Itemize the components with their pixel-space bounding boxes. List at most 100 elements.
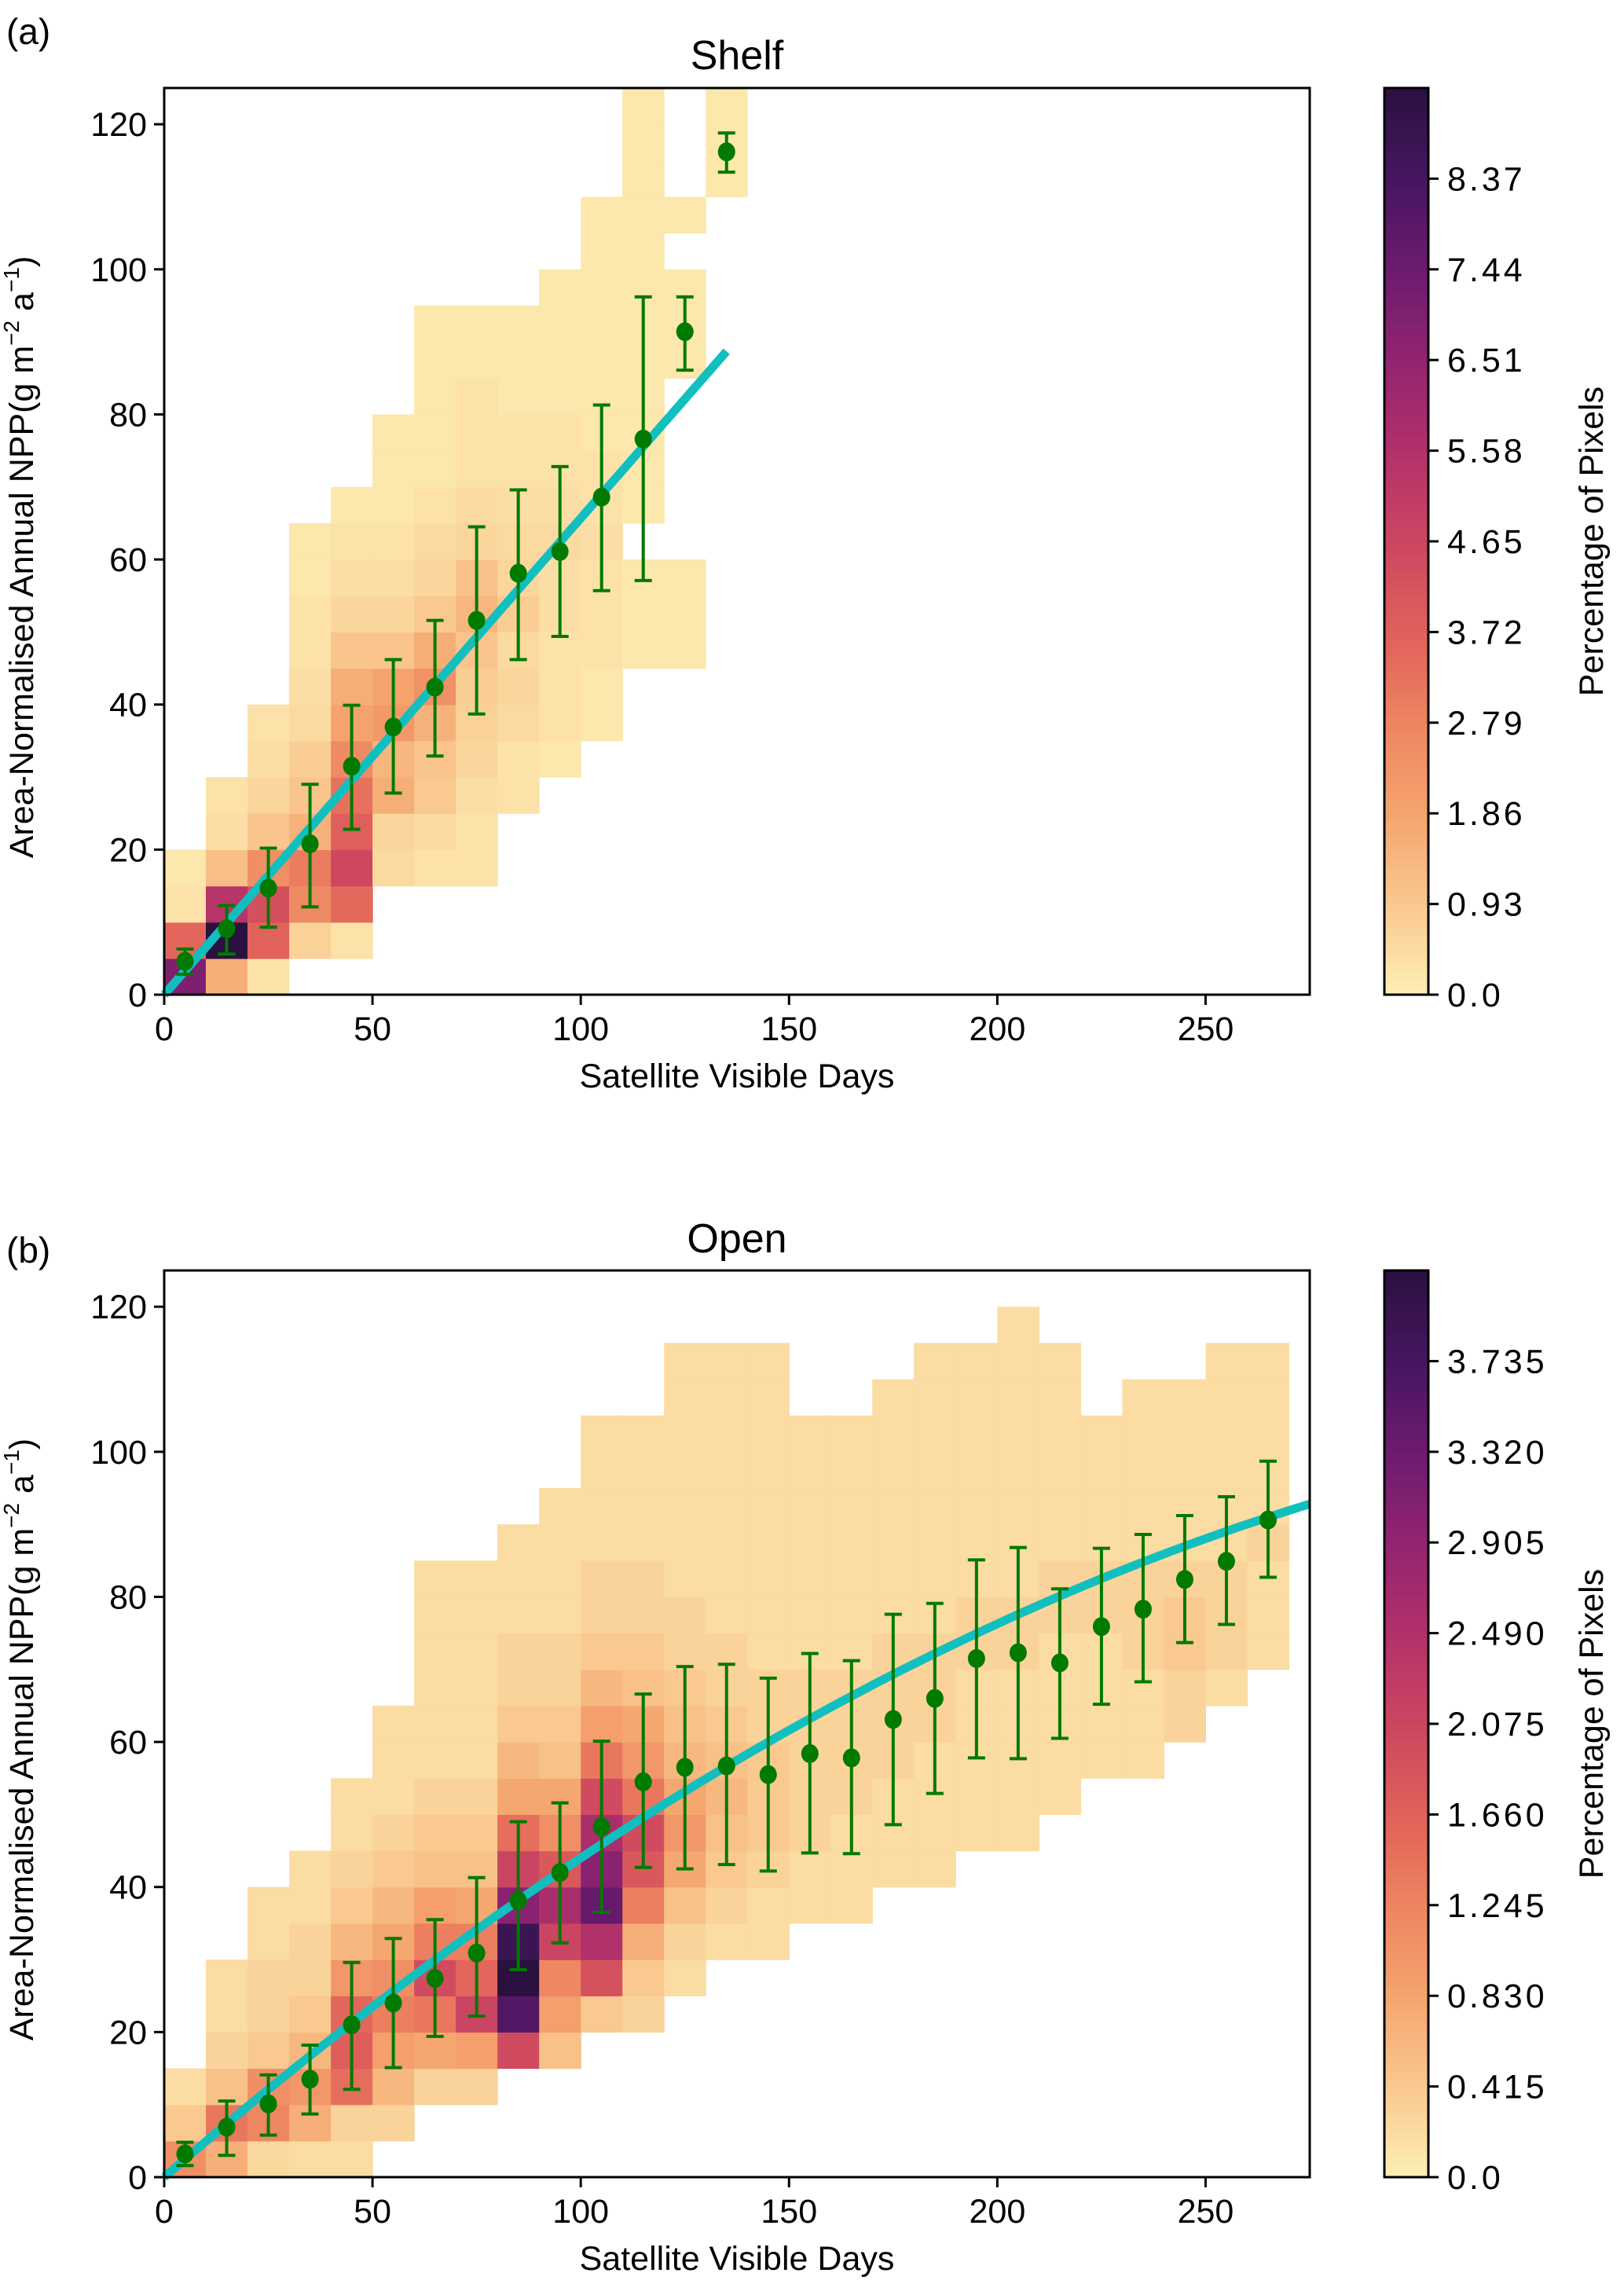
heatmap-cell xyxy=(289,559,332,596)
colorbar-segment xyxy=(1384,881,1428,890)
colorbar-segment xyxy=(1384,1829,1428,1838)
heatmap-cell xyxy=(914,1488,956,1525)
colorbar-segment xyxy=(1384,412,1428,421)
heatmap-cell xyxy=(789,1451,831,1489)
mean-point xyxy=(467,525,486,716)
heatmap-cell xyxy=(830,1886,873,1924)
colorbar-segment xyxy=(1384,904,1428,912)
mean-point xyxy=(176,2140,194,2168)
mean-point xyxy=(1134,1533,1152,1684)
heatmap-cell xyxy=(1122,1742,1164,1779)
colorbar-segment xyxy=(1384,247,1428,255)
mean-point xyxy=(592,1740,610,1915)
colorbar-segment xyxy=(1384,420,1428,429)
heatmap-cell xyxy=(414,486,456,524)
heatmap-cell xyxy=(539,1742,581,1779)
heatmap-cell xyxy=(206,777,248,814)
colorbar-segment xyxy=(1384,1837,1428,1846)
colorbar-segment xyxy=(1384,1882,1428,1891)
colorbar-tick-label: 2.79 xyxy=(1447,705,1526,742)
heatmap-cell xyxy=(164,885,207,923)
heatmap-cell xyxy=(539,1633,581,1670)
colorbar-segment xyxy=(1384,2033,1428,2042)
heatmap-cell xyxy=(997,1379,1039,1417)
heatmap-cell xyxy=(414,849,456,887)
colorbar-segment xyxy=(1384,352,1428,361)
colorbar-segment xyxy=(1384,617,1428,625)
heatmap-cell xyxy=(1164,1705,1206,1743)
heatmap-cell xyxy=(289,668,332,706)
heatmap-cell xyxy=(789,1524,831,1561)
colorbar-segment xyxy=(1384,1534,1428,1543)
heatmap-cell xyxy=(456,2068,498,2106)
colorbar-segment xyxy=(1384,178,1428,187)
mean-marker xyxy=(176,951,194,971)
mean-marker xyxy=(1259,1510,1277,1530)
colorbar-segment xyxy=(1384,2056,1428,2065)
heatmap-cell xyxy=(622,124,665,161)
colorbar-segment xyxy=(1384,1905,1428,1914)
colorbar-tick-label: 0.0 xyxy=(1447,977,1504,1014)
heatmap-cell xyxy=(414,378,456,416)
heatmap-cell xyxy=(331,632,373,669)
heatmap-cell xyxy=(372,450,415,488)
heatmap-cell xyxy=(581,306,623,343)
mean-marker xyxy=(218,2117,236,2137)
heatmap-cell xyxy=(372,559,415,596)
colorbar-segment xyxy=(1384,2139,1428,2148)
colorbar-segment xyxy=(1384,1996,1428,2004)
colorbar-segment xyxy=(1384,820,1428,830)
heatmap-cell xyxy=(581,1560,623,1598)
x-tick-label: 200 xyxy=(969,1010,1025,1048)
heatmap-cell xyxy=(1164,1669,1206,1707)
heatmap-cell xyxy=(914,1814,956,1852)
colorbar-segment xyxy=(1384,745,1428,753)
colorbar-segment xyxy=(1384,488,1428,497)
colorbar-segment xyxy=(1384,1300,1428,1309)
colorbar-segment xyxy=(1384,110,1428,119)
heatmap-cell xyxy=(1164,1451,1206,1489)
y-tick-label: 0 xyxy=(128,2159,147,2197)
heatmap-cell xyxy=(372,1778,415,1815)
heatmap-cell xyxy=(1122,1488,1164,1525)
heatmap-cell xyxy=(872,1451,915,1489)
heatmap-cell xyxy=(914,1451,956,1489)
heatmap-cell xyxy=(1080,1705,1123,1743)
y-axis-ticks: 0 20 40 60 80 100 120 xyxy=(90,1289,164,2197)
heatmap-cell xyxy=(872,1850,915,1888)
heatmap-cell xyxy=(539,1960,581,1996)
colorbar-segment xyxy=(1384,775,1428,784)
colorbar-segment xyxy=(1384,2071,1428,2080)
y-tick-label: 40 xyxy=(109,1869,147,1907)
colorbar: 0.0 0.415 0.830 1.245 1.660 2.075 2.490 2.905 3.… xyxy=(1383,1269,1548,2197)
heatmap-cell xyxy=(497,777,540,814)
colorbar-segment xyxy=(1384,329,1428,339)
mean-marker xyxy=(301,834,319,853)
y-tick-label: 100 xyxy=(90,251,147,289)
colorbar-segment xyxy=(1384,141,1428,149)
mean-marker xyxy=(1092,1617,1110,1637)
heatmap-cell xyxy=(497,342,540,379)
heatmap-cell xyxy=(747,1560,790,1598)
plot-frame xyxy=(163,86,1311,996)
colorbar-segment xyxy=(1384,503,1428,512)
heatmap-cell xyxy=(456,1560,498,1598)
heatmap-cell xyxy=(706,1488,748,1525)
heatmap-cell xyxy=(1039,1742,1081,1779)
heatmap-cell xyxy=(789,1560,831,1598)
colorbar-tick-label: 3.320 xyxy=(1447,1434,1548,1472)
heatmap-cell xyxy=(414,450,456,488)
heatmap-cell xyxy=(247,777,290,814)
heatmap-cell xyxy=(539,740,581,778)
colorbar-segment xyxy=(1384,306,1428,316)
heatmap-cell xyxy=(581,1597,623,1634)
colorbar-segment xyxy=(1384,586,1428,596)
y-tick-label: 80 xyxy=(109,396,147,434)
colorbar-segment xyxy=(1384,571,1428,580)
colorbar-segment xyxy=(1384,2154,1428,2163)
heatmap-cell xyxy=(581,233,623,270)
y-axis-ticks: 0 20 40 60 80 100 120 xyxy=(90,106,164,1014)
heatmap-cell xyxy=(497,306,540,343)
heatmap-cell xyxy=(456,777,498,814)
colorbar-segment xyxy=(1384,858,1428,867)
